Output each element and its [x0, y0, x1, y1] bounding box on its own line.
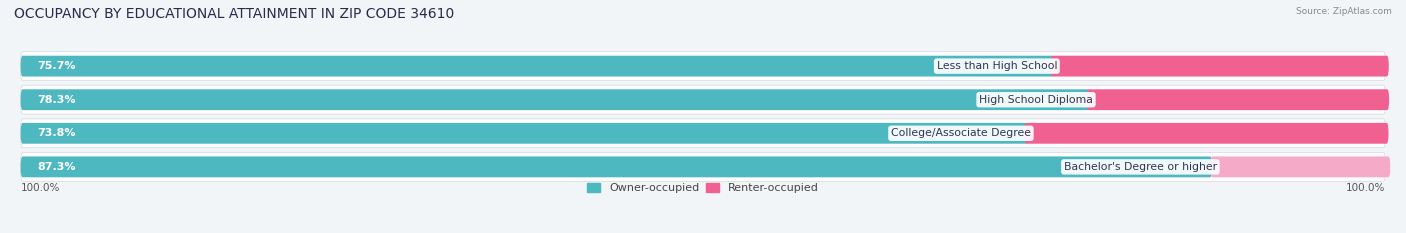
FancyBboxPatch shape [1087, 89, 1389, 110]
Text: 100.0%: 100.0% [21, 183, 60, 193]
FancyBboxPatch shape [1025, 123, 1389, 144]
FancyBboxPatch shape [21, 56, 1053, 76]
Text: 73.8%: 73.8% [37, 128, 76, 138]
FancyBboxPatch shape [21, 157, 1212, 177]
Legend: Owner-occupied, Renter-occupied: Owner-occupied, Renter-occupied [586, 182, 820, 193]
Text: Source: ZipAtlas.com: Source: ZipAtlas.com [1296, 7, 1392, 16]
Text: Less than High School: Less than High School [936, 61, 1057, 71]
Text: 78.3%: 78.3% [37, 95, 76, 105]
FancyBboxPatch shape [1050, 56, 1389, 76]
Text: 75.7%: 75.7% [37, 61, 76, 71]
FancyBboxPatch shape [21, 152, 1385, 181]
Text: 87.3%: 87.3% [37, 162, 76, 172]
Text: College/Associate Degree: College/Associate Degree [891, 128, 1031, 138]
FancyBboxPatch shape [1211, 157, 1391, 177]
Text: OCCUPANCY BY EDUCATIONAL ATTAINMENT IN ZIP CODE 34610: OCCUPANCY BY EDUCATIONAL ATTAINMENT IN Z… [14, 7, 454, 21]
Text: 100.0%: 100.0% [1346, 183, 1385, 193]
Text: Bachelor's Degree or higher: Bachelor's Degree or higher [1064, 162, 1218, 172]
FancyBboxPatch shape [21, 89, 1090, 110]
Text: High School Diploma: High School Diploma [979, 95, 1092, 105]
FancyBboxPatch shape [21, 52, 1385, 81]
FancyBboxPatch shape [21, 119, 1385, 148]
FancyBboxPatch shape [21, 85, 1385, 114]
FancyBboxPatch shape [21, 123, 1028, 144]
